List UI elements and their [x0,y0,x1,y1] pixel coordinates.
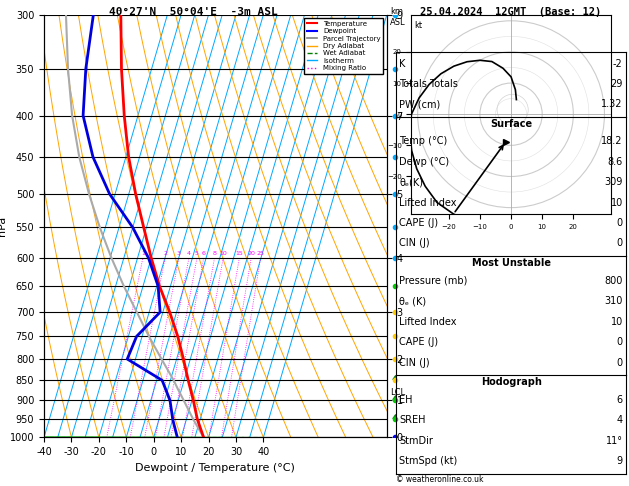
Text: 800: 800 [604,276,623,286]
Text: 3: 3 [177,251,181,256]
Text: 1: 1 [141,251,145,256]
Text: 29: 29 [610,79,623,89]
Text: 25.04.2024  12GMT  (Base: 12): 25.04.2024 12GMT (Base: 12) [420,7,602,17]
Text: Temp (°C): Temp (°C) [399,137,448,146]
Text: kt: kt [415,21,423,30]
Legend: Temperature, Dewpoint, Parcel Trajectory, Dry Adiabat, Wet Adiabat, Isotherm, Mi: Temperature, Dewpoint, Parcel Trajectory… [304,18,383,74]
Text: 6: 6 [616,395,623,405]
Text: CIN (J): CIN (J) [399,358,430,367]
Text: CAPE (J): CAPE (J) [399,337,438,347]
X-axis label: Dewpoint / Temperature (°C): Dewpoint / Temperature (°C) [135,463,296,473]
Text: Lifted Index: Lifted Index [399,198,457,208]
Text: 4: 4 [187,251,191,256]
Text: 2: 2 [163,251,167,256]
Text: 10: 10 [611,317,623,327]
Text: 310: 310 [604,296,623,306]
Text: 25: 25 [257,251,265,256]
Text: 0: 0 [616,218,623,228]
Text: © weatheronline.co.uk: © weatheronline.co.uk [396,474,484,484]
Text: 10: 10 [220,251,227,256]
Text: 40°27'N  50°04'E  -3m ASL: 40°27'N 50°04'E -3m ASL [109,7,278,17]
Text: 11°: 11° [606,436,623,446]
Text: 18.2: 18.2 [601,137,623,146]
Text: 10: 10 [611,198,623,208]
Text: StmDir: StmDir [399,436,433,446]
Text: 0: 0 [616,239,623,248]
Text: 8: 8 [213,251,216,256]
Text: 15: 15 [235,251,243,256]
Text: K: K [399,59,406,69]
Text: θₑ(K): θₑ(K) [399,177,423,187]
Y-axis label: hPa: hPa [0,216,7,236]
Text: LCL: LCL [390,388,405,397]
Text: CIN (J): CIN (J) [399,239,430,248]
Text: CAPE (J): CAPE (J) [399,218,438,228]
Text: 0: 0 [616,358,623,367]
Text: PW (cm): PW (cm) [399,100,441,109]
Text: 1.32: 1.32 [601,100,623,109]
Text: 9: 9 [616,456,623,466]
Text: 6: 6 [202,251,206,256]
Text: θₑ (K): θₑ (K) [399,296,426,306]
Text: 0: 0 [616,337,623,347]
Text: 4: 4 [616,416,623,425]
Text: Most Unstable: Most Unstable [472,259,550,268]
Text: EH: EH [399,395,413,405]
Text: Surface: Surface [490,119,532,129]
Text: Pressure (mb): Pressure (mb) [399,276,468,286]
Text: StmSpd (kt): StmSpd (kt) [399,456,458,466]
Text: 8.6: 8.6 [608,157,623,167]
Text: 5: 5 [195,251,199,256]
Text: SREH: SREH [399,416,426,425]
Text: -2: -2 [613,59,623,69]
Text: Hodograph: Hodograph [481,378,542,387]
Text: Dewp (°C): Dewp (°C) [399,157,450,167]
Text: km
ASL: km ASL [390,7,406,27]
Text: 309: 309 [604,177,623,187]
Text: Totals Totals: Totals Totals [399,79,459,89]
Text: Lifted Index: Lifted Index [399,317,457,327]
Text: 20: 20 [247,251,255,256]
